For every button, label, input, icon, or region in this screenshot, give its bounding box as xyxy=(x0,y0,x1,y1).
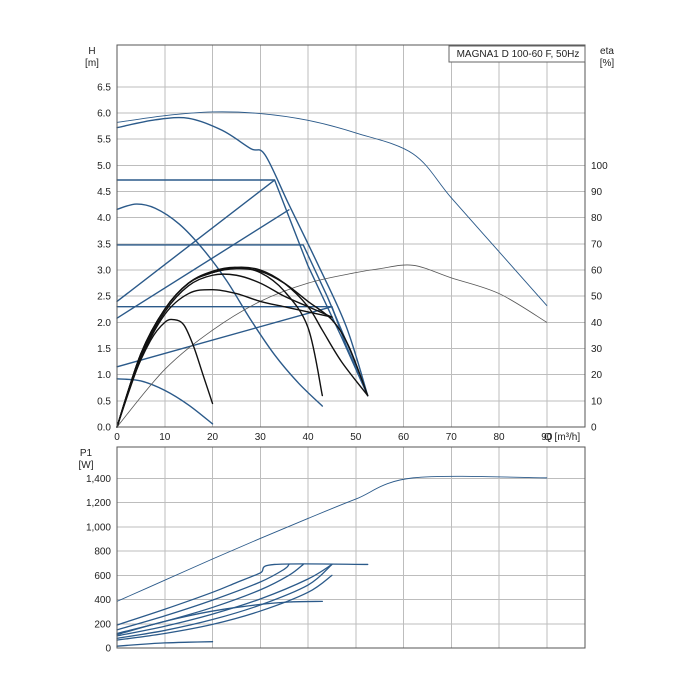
head-tick-label: 5.0 xyxy=(97,161,111,172)
curve-prop-pressure-1 xyxy=(116,179,276,303)
power-axis-unit: [W] xyxy=(79,460,94,471)
x-tick-label: 0 xyxy=(114,432,120,443)
head-tick-label: 2.5 xyxy=(97,292,111,303)
eta-tick-label: 40 xyxy=(591,318,603,329)
head-panel-frame xyxy=(116,44,586,428)
power-tick-label: 400 xyxy=(94,595,111,606)
power-tick-label: 1,000 xyxy=(86,522,111,533)
curve-p1-mid xyxy=(116,600,323,636)
eta-axis-unit: [%] xyxy=(600,58,615,69)
curve-eta-5 xyxy=(116,288,333,428)
eta-tick-label: 100 xyxy=(591,161,608,172)
curve-const-pressure-upper xyxy=(116,179,369,397)
power-tick-label: 200 xyxy=(94,619,111,630)
head-panel-axes: 0 10 20 30 40 50 60 70 80 90 0.0 0.5 1.0 1.5 2.0 2.5 3.0… xyxy=(97,82,608,443)
head-panel-curves xyxy=(116,111,548,428)
curve-prop-pressure-2 xyxy=(116,209,290,319)
curve-head-max-twin xyxy=(116,111,548,307)
x-tick-label: 40 xyxy=(302,432,314,443)
x-tick-label: 60 xyxy=(398,432,410,443)
head-tick-label: 1.0 xyxy=(97,370,111,381)
head-tick-label: 6.5 xyxy=(97,82,111,93)
head-tick-label: 0.0 xyxy=(97,423,111,434)
head-tick-label: 2.0 xyxy=(97,318,111,329)
curve-head-mid xyxy=(116,203,324,407)
head-tick-label: 6.0 xyxy=(97,109,111,120)
curve-p1-max-single xyxy=(116,563,369,626)
power-panel-curves xyxy=(116,475,548,647)
curve-eta-6 xyxy=(116,318,214,428)
eta-tick-label: 50 xyxy=(591,292,603,303)
eta-tick-label: 80 xyxy=(591,213,603,224)
eta-tick-label: 70 xyxy=(591,239,603,250)
power-panel-frame xyxy=(116,446,586,649)
head-tick-label: 3.0 xyxy=(97,266,111,277)
chart-title-box: MAGNA1 D 100-60 F, 50Hz xyxy=(448,45,586,63)
eta-tick-label: 90 xyxy=(591,187,603,198)
head-tick-label: 0.5 xyxy=(97,396,111,407)
curve-eta-4 xyxy=(116,273,333,428)
eta-tick-label: 30 xyxy=(591,344,603,355)
curve-eta-1 xyxy=(116,267,369,428)
curve-eta-twin xyxy=(116,264,548,428)
curve-p1-ctrl-4 xyxy=(116,563,333,639)
head-axis-label: H xyxy=(88,46,95,57)
eta-tick-label: 10 xyxy=(591,396,603,407)
head-panel-grid xyxy=(116,45,586,428)
power-tick-label: 1,400 xyxy=(86,474,111,485)
x-tick-label: 50 xyxy=(350,432,362,443)
power-panel-axes: 0 200 400 600 800 1,000 1,200 1,400 xyxy=(86,474,111,655)
x-tick-label: 10 xyxy=(159,432,171,443)
curve-prop-pressure-3 xyxy=(116,305,333,368)
eta-tick-label: 20 xyxy=(591,370,603,381)
curve-const-pressure-bottom xyxy=(116,305,369,397)
curve-p1-min xyxy=(116,641,214,647)
chart-title-frame xyxy=(448,45,586,63)
x-tick-label: 20 xyxy=(207,432,219,443)
x-tick-label: 70 xyxy=(446,432,458,443)
power-tick-label: 1,200 xyxy=(86,498,111,509)
x-tick-label: 30 xyxy=(255,432,267,443)
power-axis-label: P1 xyxy=(80,448,93,459)
curve-p1-ctrl-1 xyxy=(116,563,290,631)
curve-head-max-single xyxy=(116,116,369,397)
x-tick-label: 90 xyxy=(541,432,553,443)
power-tick-label: 0 xyxy=(105,644,111,655)
flow-axis-label: Q [m³/h] xyxy=(544,432,580,443)
chart-title: MAGNA1 D 100-60 F, 50Hz xyxy=(457,49,580,60)
curve-p1-max-twin xyxy=(116,475,548,602)
head-tick-label: 3.5 xyxy=(97,239,111,250)
power-tick-label: 600 xyxy=(94,571,111,582)
curve-eta-3 xyxy=(116,266,324,428)
x-tick-label: 80 xyxy=(493,432,505,443)
head-tick-label: 4.5 xyxy=(97,187,111,198)
head-tick-label: 1.5 xyxy=(97,344,111,355)
head-axis-unit: [m] xyxy=(85,58,99,69)
eta-tick-label: 0 xyxy=(591,423,597,434)
eta-axis-label: eta xyxy=(600,46,614,57)
eta-tick-label: 60 xyxy=(591,266,603,277)
curve-p1-ctrl-5 xyxy=(116,574,333,641)
power-tick-label: 800 xyxy=(94,547,111,558)
head-tick-label: 4.0 xyxy=(97,213,111,224)
head-tick-label: 5.5 xyxy=(97,135,111,146)
